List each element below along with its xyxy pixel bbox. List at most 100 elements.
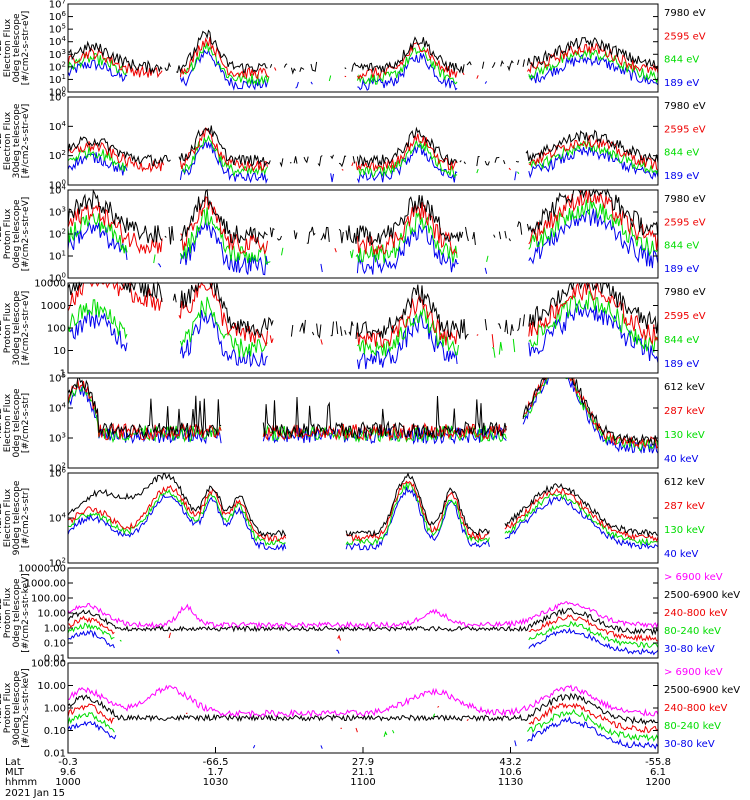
y-label-line: MEPED — [0, 692, 4, 724]
y-label-line: [#/cm2-s-str] — [21, 393, 31, 453]
x-tick-label-mlt: 1.7 — [208, 767, 224, 778]
legend-entry: 844 eV — [664, 241, 699, 252]
panel-6: 102 104 106 MEPED Electron Flux 90deg telesco… — [0, 467, 705, 570]
legend-entry: 7980 eV — [664, 194, 706, 205]
y-label-line: [#/cm2-s-str-eV] — [21, 11, 31, 86]
series-line-red — [67, 702, 659, 734]
series-line-black — [67, 188, 659, 246]
y-tick-label: 1000 — [41, 301, 66, 312]
y-tick-label: 103 — [49, 206, 66, 219]
series-line-red — [67, 614, 659, 643]
series-line-red — [67, 127, 659, 173]
series-line-black — [67, 692, 659, 726]
y-tick-label: 10000.00 — [18, 564, 66, 575]
series-line-black — [67, 472, 659, 538]
y-axis-label: TED Electron Flux 0deg telescope [#/cm2-s-s… — [0, 11, 31, 86]
y-tick-label: 1000.00 — [25, 579, 66, 590]
series-line-blue — [67, 303, 659, 370]
legend-entry: 844 eV — [664, 335, 699, 346]
y-label-line: Proton Flux — [3, 208, 13, 259]
plot-frame — [67, 3, 659, 93]
plot-frame — [67, 662, 659, 754]
y-tick-label: 104 — [49, 184, 67, 197]
y-label-line: Electron Flux — [3, 18, 13, 77]
y-label-line: Proton Flux — [3, 682, 13, 733]
series-line-red — [67, 377, 659, 449]
x-tick-label-lat: 43.2 — [499, 757, 521, 768]
y-tick-label: 105 — [49, 23, 66, 36]
y-tick-label: 104 — [49, 402, 67, 415]
y-tick-label: 1.00 — [44, 704, 66, 715]
legend-entry: 2595 eV — [664, 31, 706, 42]
x-tick-label-mlt: 21.1 — [352, 767, 374, 778]
y-axis-label: TED Proton Flux 30deg telescope [#/cm2-s-st… — [0, 290, 31, 365]
legend-entry: 2595 eV — [664, 311, 706, 322]
y-tick-label: 100.00 — [31, 659, 66, 670]
y-label-line: MEPED — [0, 502, 4, 534]
x-tick-label-mlt: 9.6 — [60, 767, 76, 778]
x-row-label-hhmm: hhmm — [5, 777, 37, 788]
y-label-line: TED — [0, 225, 4, 244]
y-tick-label: 100 — [49, 86, 66, 99]
plot-frame — [67, 567, 659, 659]
y-tick-label: 0.10 — [44, 639, 66, 650]
x-row-label-lat: Lat — [5, 757, 21, 768]
legend-entry: 240-800 keV — [664, 608, 728, 619]
y-label-line: [#/cm2-s-str-keV] — [21, 668, 31, 747]
y-tick-label: 102 — [49, 462, 66, 475]
x-tick-label-hhmm: 1000 — [55, 777, 80, 788]
y-label-line: TED — [0, 319, 4, 338]
y-label-line: 0deg telescope — [12, 13, 22, 83]
legend-entry: 7980 eV — [664, 101, 706, 112]
panel-2: 100 102 104 106 TED Electron Flux 30deg telesc… — [0, 91, 706, 192]
legend-entry: 189 eV — [664, 78, 699, 89]
y-tick-label: 10.00 — [37, 681, 66, 692]
legend-entry: 2595 eV — [664, 124, 706, 135]
legend-entry: 80-240 keV — [664, 626, 721, 637]
y-label-line: 0deg telescope — [12, 199, 22, 269]
y-tick-label: 100 — [49, 179, 66, 192]
y-tick-label: 100 — [49, 272, 66, 285]
y-label-line: TED — [0, 132, 4, 151]
series-line-black — [67, 29, 659, 75]
legend-entry: 40 keV — [664, 454, 698, 465]
y-label-line: [#/cm2-s-str-keV] — [21, 573, 31, 652]
y-label-line: Proton Flux — [3, 302, 13, 353]
legend-entry: 189 eV — [664, 264, 699, 275]
y-tick-label: 10000 — [34, 279, 66, 290]
y-tick-label: 106 — [49, 91, 67, 104]
legend-entry: > 6900 keV — [664, 572, 723, 583]
x-tick-label-mlt: 6.1 — [650, 767, 666, 778]
date-label: 2021 Jan 15 — [5, 788, 65, 799]
y-label-line: 90deg telescope — [12, 480, 22, 555]
y-label-line: [#/cm2-s-str-eV] — [21, 197, 31, 272]
y-tick-label: 107 — [49, 0, 66, 11]
legend-entry: 30-80 keV — [664, 644, 715, 655]
x-tick-label-lat: 27.9 — [352, 757, 374, 768]
series-line-blue — [67, 48, 659, 91]
y-tick-label: 10.00 — [37, 609, 66, 620]
y-tick-label: 104 — [49, 512, 67, 525]
y-tick-label: 0.01 — [44, 749, 66, 760]
x-row-label-mlt: MLT — [5, 767, 25, 778]
legend-entry: 130 keV — [664, 430, 705, 441]
y-tick-label: 102 — [49, 149, 66, 162]
x-tick-label-mlt: 10.6 — [499, 767, 521, 778]
y-axis-label: MEPED Proton Flux 0deg telescope [#/cm2-s-s… — [0, 573, 31, 652]
y-label-line: Electron Flux — [3, 393, 13, 452]
y-label-line: 30deg telescope — [12, 290, 22, 365]
y-tick-label: 0.01 — [44, 654, 66, 665]
legend-entry: 2500-6900 keV — [664, 685, 740, 696]
series-line-green — [67, 134, 659, 179]
x-tick-label-lat: -0.3 — [58, 757, 78, 768]
series-line-red — [67, 281, 659, 349]
y-label-line: [#/cm2-s-str-eV] — [21, 104, 31, 179]
legend-entry: 844 eV — [664, 148, 699, 159]
legend-entry: 612 keV — [664, 477, 705, 488]
y-tick-label: 104 — [49, 35, 67, 48]
series-line-green — [67, 708, 659, 742]
